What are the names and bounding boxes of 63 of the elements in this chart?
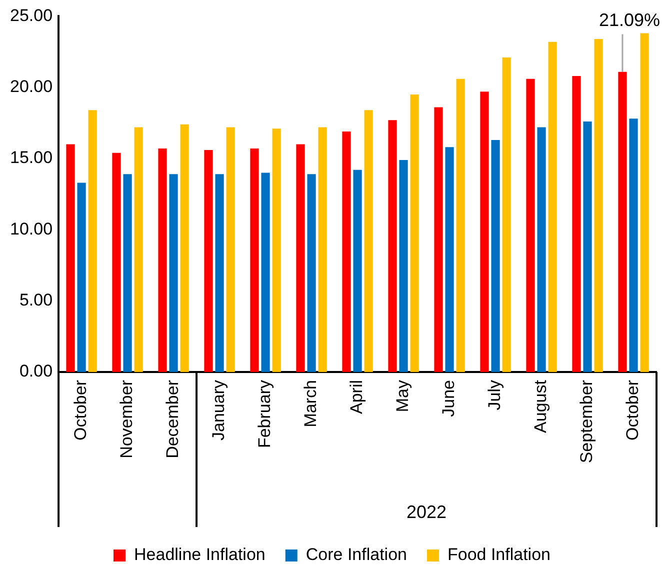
- x-tick-label: October: [623, 380, 642, 440]
- x-tick-label: August: [531, 380, 550, 433]
- y-tick-label: 25.00: [10, 6, 53, 25]
- bar: [169, 174, 178, 372]
- x-tick-label: October: [71, 380, 90, 440]
- bar: [594, 38, 603, 372]
- y-tick-label: 5.00: [19, 290, 53, 310]
- legend-label: Headline Inflation: [134, 545, 266, 564]
- bar: [353, 170, 362, 372]
- x-tick-label: November: [117, 380, 136, 458]
- x-tick-label: March: [301, 380, 320, 428]
- bar: [434, 107, 443, 372]
- bar: [296, 144, 305, 372]
- bar: [77, 182, 86, 372]
- bar: [618, 72, 627, 372]
- bar: [364, 110, 373, 372]
- x-tick-label: February: [255, 380, 274, 448]
- bar: [215, 174, 224, 372]
- y-tick-label: 20.00: [10, 77, 53, 96]
- bar: [583, 122, 592, 372]
- x-tick-label: September: [577, 380, 596, 464]
- bar: [158, 148, 167, 372]
- bar: [112, 152, 121, 372]
- bar: [491, 140, 500, 372]
- bar: [480, 92, 489, 372]
- bar: [572, 76, 581, 372]
- bar: [134, 127, 143, 372]
- bar: [548, 42, 557, 372]
- bar: [307, 174, 316, 372]
- bar: [399, 160, 408, 372]
- text: 2022: [406, 502, 447, 522]
- bar: [537, 127, 546, 372]
- legend-label: Core Inflation: [306, 545, 407, 564]
- legend-label: Food Inflation: [447, 545, 550, 564]
- annotation: 21.09%: [598, 10, 660, 30]
- bar: [226, 127, 235, 372]
- x-tick-label: January: [209, 380, 228, 440]
- bar: [318, 127, 327, 372]
- x-tick-label: April: [347, 380, 366, 414]
- bar: [629, 118, 638, 372]
- bar: [180, 124, 189, 372]
- bar: [388, 120, 397, 372]
- bar: [342, 131, 351, 372]
- bar: [410, 94, 419, 372]
- x-tick-label: June: [439, 380, 458, 417]
- bar: [88, 110, 97, 372]
- bar: [640, 33, 649, 372]
- bar: [66, 144, 75, 372]
- x-tick-label: July: [485, 380, 504, 410]
- bar: [526, 78, 535, 372]
- y-tick-label: 15.00: [10, 148, 53, 168]
- bar: [502, 57, 511, 372]
- y-tick-label: 0.00: [19, 362, 53, 381]
- bar: [456, 78, 465, 372]
- bar: [123, 174, 132, 372]
- bar: [261, 172, 270, 372]
- bar: [445, 147, 454, 372]
- bar: [204, 150, 213, 372]
- x-tick-label: May: [393, 380, 412, 412]
- x-tick-label: December: [163, 380, 182, 458]
- bar: [272, 128, 281, 372]
- bar: [250, 148, 259, 372]
- y-tick-label: 10.00: [10, 219, 53, 238]
